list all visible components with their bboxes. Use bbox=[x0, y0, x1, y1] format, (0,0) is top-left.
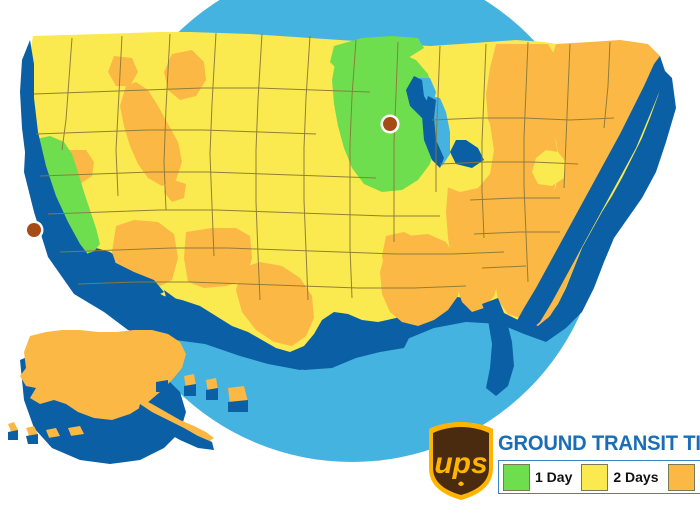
legend-content: GROUND TRANSIT TIMES 1 Day 2 Days 3 Days bbox=[498, 420, 700, 494]
legend-title: GROUND TRANSIT TIMES bbox=[498, 432, 700, 456]
legend-swatch-3-days bbox=[668, 464, 695, 491]
legend-swatch-1-day bbox=[503, 464, 530, 491]
legend-label-1-day: 1 Day bbox=[535, 469, 572, 485]
legend-item-1-day[interactable]: 1 Day bbox=[503, 464, 572, 491]
legend-label-2-days: 2 Days bbox=[613, 469, 658, 485]
ups-wordmark: ups bbox=[434, 447, 487, 480]
ups-shield-logo: ups bbox=[424, 420, 498, 502]
legend-swatch-2-days bbox=[581, 464, 608, 491]
legend-panel: ups GROUND TRANSIT TIMES 1 Day 2 Days 3 … bbox=[424, 420, 700, 502]
legend-item-3-days[interactable]: 3 Days bbox=[668, 464, 700, 491]
origin-marker-midwest[interactable] bbox=[381, 115, 400, 134]
origin-marker-california[interactable] bbox=[25, 221, 44, 240]
legend-item-2-days[interactable]: 2 Days bbox=[581, 464, 658, 491]
legend-key-box: 1 Day 2 Days 3 Days bbox=[498, 460, 700, 494]
